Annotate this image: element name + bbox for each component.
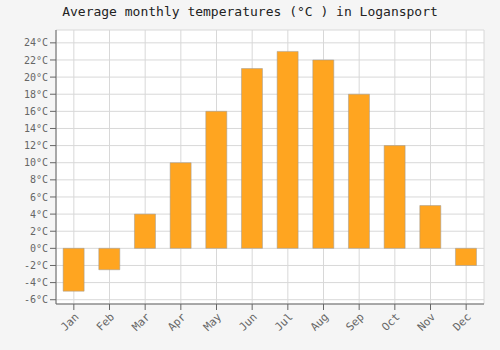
- svg-text:Dec: Dec: [451, 310, 474, 333]
- svg-text:2°C: 2°C: [30, 226, 48, 237]
- svg-text:Oct: Oct: [379, 310, 402, 333]
- svg-text:Nov: Nov: [415, 310, 439, 334]
- svg-text:Feb: Feb: [94, 310, 117, 333]
- svg-text:12°C: 12°C: [24, 140, 48, 151]
- svg-text:Mar: Mar: [130, 310, 154, 334]
- svg-text:20°C: 20°C: [24, 72, 48, 83]
- svg-text:22°C: 22°C: [24, 55, 48, 66]
- svg-text:-4°C: -4°C: [24, 277, 48, 288]
- svg-text:24°C: 24°C: [24, 37, 48, 48]
- svg-text:Apr: Apr: [165, 310, 189, 334]
- html-text:Average monthly temperatures (: Average monthly temperatures (°C ) in Lo…: [62, 4, 438, 19]
- svg-text:Jun: Jun: [237, 310, 260, 333]
- svg-text:-6°C: -6°C: [24, 294, 48, 305]
- svg-text:16°C: 16°C: [24, 106, 48, 117]
- svg-text:6°C: 6°C: [30, 192, 48, 203]
- svg-text:Aug: Aug: [308, 310, 331, 333]
- svg-text:-2°C: -2°C: [24, 260, 48, 271]
- svg-text:May: May: [201, 310, 225, 334]
- svg-text:0°C: 0°C: [30, 243, 48, 254]
- svg-text:Jan: Jan: [58, 310, 81, 333]
- svg-text:10°C: 10°C: [24, 157, 48, 168]
- svg-text:18°C: 18°C: [24, 89, 48, 100]
- svg-text:Jul: Jul: [272, 310, 295, 333]
- svg-text:4°C: 4°C: [30, 209, 48, 220]
- svg-text:14°C: 14°C: [24, 123, 48, 134]
- svg-text:Sep: Sep: [344, 310, 367, 333]
- svg-text:8°C: 8°C: [30, 174, 48, 185]
